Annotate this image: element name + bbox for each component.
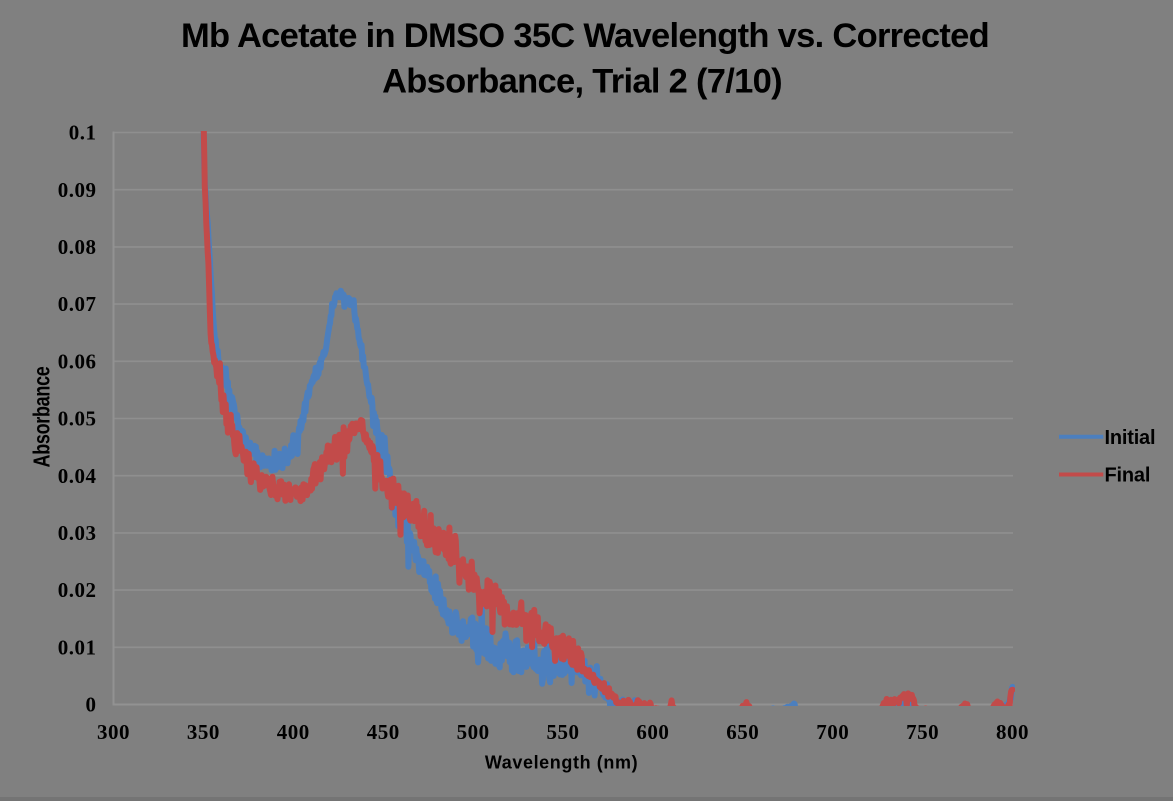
svg-text:550: 550 — [547, 720, 580, 744]
svg-text:0.1: 0.1 — [69, 121, 97, 145]
svg-text:Initial: Initial — [1105, 427, 1156, 449]
svg-text:0.04: 0.04 — [58, 464, 97, 488]
svg-text:0.08: 0.08 — [58, 235, 97, 259]
svg-text:650: 650 — [726, 720, 759, 744]
svg-text:750: 750 — [906, 720, 939, 744]
svg-text:300: 300 — [97, 720, 130, 744]
svg-text:0.02: 0.02 — [58, 578, 97, 602]
svg-text:700: 700 — [816, 720, 849, 744]
svg-text:Absorbance: Absorbance — [29, 367, 55, 468]
svg-text:Mb Acetate in DMSO 35C Wavelen: Mb Acetate in DMSO 35C Wavelength vs. Co… — [181, 17, 989, 55]
svg-text:0.03: 0.03 — [58, 521, 97, 545]
svg-text:Final: Final — [1105, 465, 1151, 487]
svg-text:600: 600 — [636, 720, 669, 744]
svg-text:Wavelength (nm): Wavelength (nm) — [485, 753, 638, 773]
svg-text:0.09: 0.09 — [58, 178, 97, 202]
svg-text:800: 800 — [996, 720, 1029, 744]
svg-text:450: 450 — [367, 720, 400, 744]
svg-text:0.07: 0.07 — [58, 292, 97, 316]
svg-text:0.05: 0.05 — [58, 407, 97, 431]
svg-text:0.01: 0.01 — [58, 635, 97, 659]
svg-text:0: 0 — [86, 693, 97, 717]
svg-text:0.06: 0.06 — [58, 349, 97, 373]
svg-text:350: 350 — [187, 720, 220, 744]
svg-text:Absorbance, Trial 2 (7/10): Absorbance, Trial 2 (7/10) — [382, 63, 782, 101]
svg-text:400: 400 — [277, 720, 310, 744]
svg-text:500: 500 — [457, 720, 490, 744]
